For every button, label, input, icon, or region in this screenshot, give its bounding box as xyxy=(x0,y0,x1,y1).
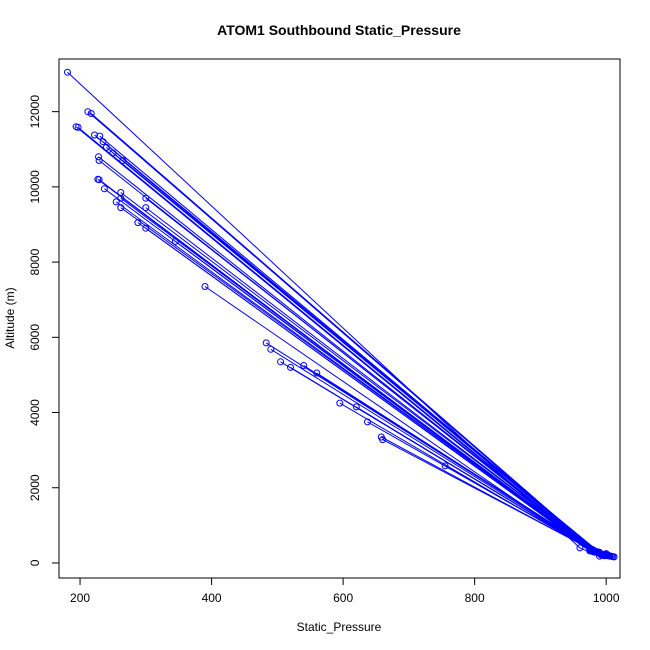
y-tick-label: 2000 xyxy=(28,474,42,501)
data-point xyxy=(287,363,294,371)
data-point xyxy=(604,552,611,560)
data-point xyxy=(441,462,449,470)
y-tick-label: 6000 xyxy=(28,324,42,351)
data-point xyxy=(352,403,360,411)
data-point xyxy=(95,176,103,184)
data-point xyxy=(99,138,107,146)
x-tick-label: 800 xyxy=(465,591,485,605)
data-point xyxy=(592,548,600,556)
plot-markers-group xyxy=(64,68,618,561)
y-axis-label: Altitude (m) xyxy=(3,287,17,348)
data-point xyxy=(87,110,95,117)
data-point xyxy=(91,131,98,139)
data-point xyxy=(95,157,103,164)
data-point xyxy=(102,143,110,151)
x-tick-label: 400 xyxy=(202,591,222,605)
data-point xyxy=(171,237,179,245)
x-tick-label: 200 xyxy=(70,591,90,605)
data-point xyxy=(109,149,117,157)
data-point xyxy=(262,339,270,347)
data-point xyxy=(277,358,285,366)
data-point xyxy=(96,132,104,140)
y-tick-label: 4000 xyxy=(28,399,42,426)
x-tick-label: 600 xyxy=(333,591,353,605)
data-point xyxy=(142,204,150,212)
series-line-10 xyxy=(98,160,615,558)
data-point xyxy=(201,283,209,290)
data-point xyxy=(117,204,125,212)
y-tick-label: 8000 xyxy=(28,248,42,275)
x-tick-label: 1000 xyxy=(593,591,620,605)
y-tick-label: 0 xyxy=(28,559,42,566)
data-point xyxy=(364,418,371,426)
data-point xyxy=(134,219,142,227)
data-point xyxy=(576,544,584,552)
data-point xyxy=(142,194,150,202)
data-point xyxy=(74,123,82,131)
data-point xyxy=(379,436,387,444)
y-tick-label: 12000 xyxy=(28,95,42,129)
x-axis-label: Static_Pressure xyxy=(297,620,382,634)
chart-title: ATOM1 Southbound Static_Pressure xyxy=(217,22,461,38)
series-line-0 xyxy=(67,71,600,557)
y-axis: 0 2000 4000 6000 8000 10000 12000 xyxy=(28,95,60,566)
series-line-6 xyxy=(99,135,608,556)
data-point xyxy=(100,185,108,193)
data-point xyxy=(119,157,127,164)
data-point xyxy=(142,224,150,232)
y-tick-label: 10000 xyxy=(28,170,42,204)
data-point xyxy=(112,198,120,206)
data-point xyxy=(336,399,344,407)
x-axis: 200 400 600 800 1000 xyxy=(70,577,620,605)
data-point xyxy=(84,108,92,116)
data-point xyxy=(313,369,321,377)
plot-series-group xyxy=(67,71,615,558)
series-line-7 xyxy=(102,141,610,557)
data-point xyxy=(267,345,275,353)
data-point xyxy=(300,362,308,369)
data-point xyxy=(95,153,102,161)
data-point xyxy=(117,194,125,202)
data-point xyxy=(64,68,71,76)
